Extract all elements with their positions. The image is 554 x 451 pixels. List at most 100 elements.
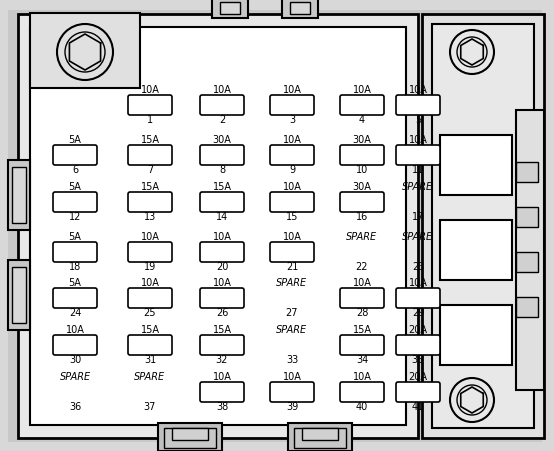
FancyBboxPatch shape [200,288,244,308]
FancyBboxPatch shape [516,297,538,317]
Text: 35: 35 [412,355,424,365]
Text: 19: 19 [144,262,156,272]
FancyBboxPatch shape [18,14,418,438]
FancyBboxPatch shape [53,242,97,262]
Text: 15A: 15A [213,182,232,192]
FancyBboxPatch shape [200,335,244,355]
FancyBboxPatch shape [200,242,244,262]
FancyBboxPatch shape [53,288,97,308]
FancyBboxPatch shape [8,10,542,442]
FancyBboxPatch shape [220,2,240,14]
FancyBboxPatch shape [516,110,544,390]
Text: 18: 18 [69,262,81,272]
Text: SPARE: SPARE [135,372,166,382]
Text: 10A: 10A [352,372,371,382]
Text: 20A: 20A [408,372,428,382]
Text: 22: 22 [356,262,368,272]
Text: 10A: 10A [283,85,301,95]
Text: 30A: 30A [352,135,371,145]
Text: 10A: 10A [141,278,160,288]
FancyBboxPatch shape [340,95,384,115]
FancyBboxPatch shape [302,428,338,440]
FancyBboxPatch shape [128,288,172,308]
Text: 5A: 5A [69,135,81,145]
FancyBboxPatch shape [270,242,314,262]
FancyBboxPatch shape [440,305,512,365]
FancyBboxPatch shape [396,382,440,402]
Text: 10A: 10A [213,278,232,288]
Text: 24: 24 [69,308,81,318]
FancyBboxPatch shape [53,145,97,165]
Text: 36: 36 [69,402,81,412]
Text: 10A: 10A [283,372,301,382]
Text: 5A: 5A [69,278,81,288]
FancyBboxPatch shape [270,95,314,115]
Text: 38: 38 [216,402,228,412]
Text: 15: 15 [286,212,298,222]
Text: 39: 39 [286,402,298,412]
FancyBboxPatch shape [128,192,172,212]
FancyBboxPatch shape [270,382,314,402]
Text: 20: 20 [216,262,228,272]
Text: SPARE: SPARE [59,372,90,382]
Text: 26: 26 [216,308,228,318]
Text: 6: 6 [72,165,78,175]
FancyBboxPatch shape [270,145,314,165]
Text: 10A: 10A [141,232,160,242]
FancyBboxPatch shape [422,14,544,438]
Text: 4: 4 [359,115,365,125]
FancyBboxPatch shape [288,423,352,451]
FancyBboxPatch shape [432,24,534,428]
Text: SPARE: SPARE [402,182,434,192]
Text: 14: 14 [216,212,228,222]
Text: 10A: 10A [141,85,160,95]
Text: 12: 12 [69,212,81,222]
FancyBboxPatch shape [340,382,384,402]
Text: 10A: 10A [283,182,301,192]
Text: 30: 30 [69,355,81,365]
FancyBboxPatch shape [516,207,538,227]
Text: 9: 9 [289,165,295,175]
FancyBboxPatch shape [8,260,30,330]
FancyBboxPatch shape [128,242,172,262]
Text: 15A: 15A [213,325,232,335]
FancyBboxPatch shape [128,95,172,115]
FancyBboxPatch shape [53,192,97,212]
Text: 30A: 30A [213,135,232,145]
FancyBboxPatch shape [294,428,346,448]
FancyBboxPatch shape [340,192,384,212]
Text: SPARE: SPARE [346,232,378,242]
Text: 10A: 10A [213,232,232,242]
Text: 17: 17 [412,212,424,222]
Text: SPARE: SPARE [276,325,307,335]
FancyBboxPatch shape [172,428,208,440]
FancyBboxPatch shape [516,162,538,182]
Text: 10A: 10A [408,278,428,288]
Text: 2: 2 [219,115,225,125]
Text: 10A: 10A [65,325,84,335]
FancyBboxPatch shape [53,335,97,355]
Text: 5A: 5A [69,232,81,242]
Text: 23: 23 [412,262,424,272]
FancyBboxPatch shape [12,167,26,223]
Text: SPARE: SPARE [402,232,434,242]
Text: 10A: 10A [213,372,232,382]
Text: 20A: 20A [408,325,428,335]
FancyBboxPatch shape [396,95,440,115]
Text: 37: 37 [144,402,156,412]
FancyBboxPatch shape [164,428,216,448]
Text: 28: 28 [356,308,368,318]
FancyBboxPatch shape [396,145,440,165]
FancyBboxPatch shape [12,267,26,323]
FancyBboxPatch shape [290,2,310,14]
FancyBboxPatch shape [516,252,538,272]
FancyBboxPatch shape [200,95,244,115]
Text: 10A: 10A [408,135,428,145]
Text: 27: 27 [286,308,298,318]
Text: 30A: 30A [352,182,371,192]
Text: 15A: 15A [141,325,160,335]
FancyBboxPatch shape [128,145,172,165]
Text: 10A: 10A [408,85,428,95]
Text: 31: 31 [144,355,156,365]
Text: 8: 8 [219,165,225,175]
